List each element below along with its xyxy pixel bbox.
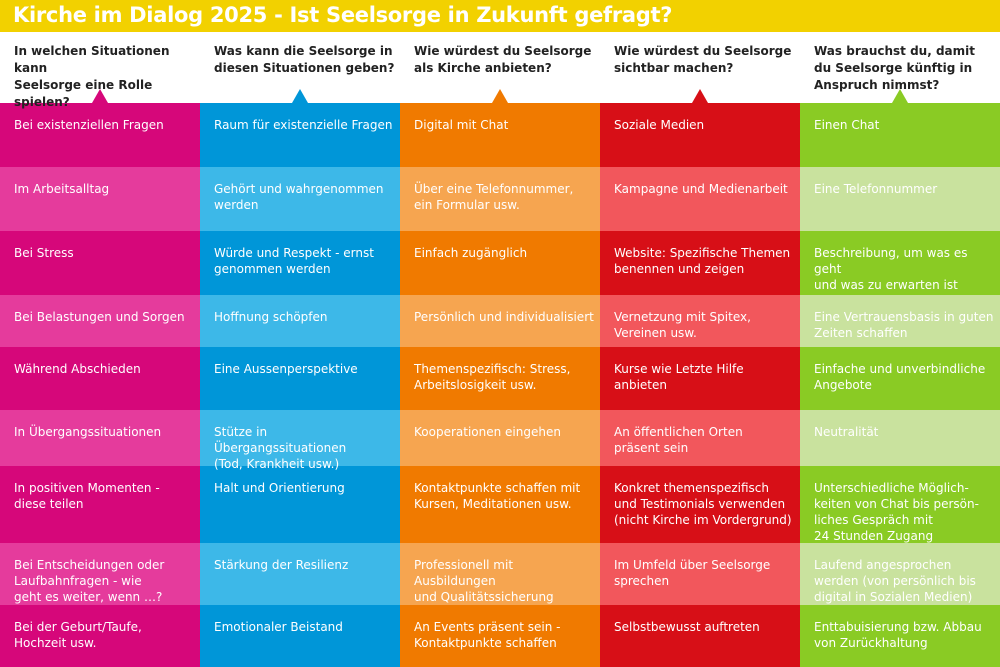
cell: Bei der Geburt/Taufe, Hochzeit usw. xyxy=(0,605,200,667)
cell: Eine Vertrauensbasis in guten Zeiten sch… xyxy=(800,295,1000,347)
column: Soziale Medien Kampagne und Medienarbeit W… xyxy=(600,103,800,667)
cell: Selbstbewusst auftreten xyxy=(600,605,800,667)
column: Bei existenziellen Fragen Im Arbeitsallta… xyxy=(0,103,200,667)
cell: Einen Chat xyxy=(800,103,1000,167)
cell: In Übergangssituationen xyxy=(0,410,200,466)
column-header: Was kann die Seelsorge in diesen Situati… xyxy=(200,32,400,103)
cell: Neutralität xyxy=(800,410,1000,466)
cell: Kampagne und Medienarbeit xyxy=(600,167,800,231)
cell: Halt und Orientierung xyxy=(200,466,400,543)
cell: Vernetzung mit Spitex, Vereinen usw. xyxy=(600,295,800,347)
column-header-text: Wie würdest du Seelsorge als Kirche anbi… xyxy=(414,44,592,75)
cell: Im Arbeitsalltag xyxy=(0,167,200,231)
pointer-triangle-icon xyxy=(292,89,308,103)
column-header-text: In welchen Situationen kann Seelsorge ei… xyxy=(14,44,170,109)
cell: Während Abschieden xyxy=(0,347,200,410)
cell: An öffentlichen Orten präsent sein xyxy=(600,410,800,466)
cell: In positiven Momenten - diese teilen xyxy=(0,466,200,543)
cell: Website: Spezifische Themen benennen und… xyxy=(600,231,800,295)
cell: Professionell mit Ausbildungen und Quali… xyxy=(400,543,600,605)
cell: Eine Aussenperspektive xyxy=(200,347,400,410)
cell: Unterschiedliche Möglich- keiten von Cha… xyxy=(800,466,1000,543)
column-header-text: Was kann die Seelsorge in diesen Situati… xyxy=(214,44,395,75)
pointer-triangle-icon xyxy=(92,89,108,103)
cell: Enttabuisierung bzw. Abbau von Zurückhal… xyxy=(800,605,1000,667)
cell: Hoffnung schöpfen xyxy=(200,295,400,347)
cell: Soziale Medien xyxy=(600,103,800,167)
cell: Persönlich und individualisiert xyxy=(400,295,600,347)
cell: Bei existenziellen Fragen xyxy=(0,103,200,167)
pointer-triangle-icon xyxy=(892,89,908,103)
cell: Laufend angesprochen werden (von persönl… xyxy=(800,543,1000,605)
cell: Einfach zugänglich xyxy=(400,231,600,295)
column: Digital mit Chat Über eine Telefonnummer,… xyxy=(400,103,600,667)
cell: Bei Stress xyxy=(0,231,200,295)
cell: Würde und Respekt - ernst genommen werde… xyxy=(200,231,400,295)
column-header: Wie würdest du Seelsorge als Kirche anbi… xyxy=(400,32,600,103)
cell: Gehört und wahrgenommen werden xyxy=(200,167,400,231)
column-header: Wie würdest du Seelsorge sichtbar machen… xyxy=(600,32,800,103)
cell: Emotionaler Beistand xyxy=(200,605,400,667)
pointer-triangle-icon xyxy=(492,89,508,103)
page-title: Kirche im Dialog 2025 - Ist Seelsorge in… xyxy=(0,0,1000,32)
pointer-triangle-icon xyxy=(692,89,708,103)
cell: Themenspezifisch: Stress, Arbeitslosigke… xyxy=(400,347,600,410)
cell: An Events präsent sein - Kontaktpunkte s… xyxy=(400,605,600,667)
cell: Kurse wie Letzte Hilfe anbieten xyxy=(600,347,800,410)
cell: Stütze in Übergangssituationen (Tod, Kra… xyxy=(200,410,400,471)
cell: Bei Belastungen und Sorgen xyxy=(0,295,200,347)
cell: Stärkung der Resilienz xyxy=(200,543,400,605)
column-header: Was brauchst du, damit du Seelsorge künf… xyxy=(800,32,1000,103)
cell: Eine Telefonnummer xyxy=(800,167,1000,231)
cell: Bei Entscheidungen oder Laufbahnfragen -… xyxy=(0,543,200,605)
cell: Über eine Telefonnummer, ein Formular us… xyxy=(400,167,600,231)
column-header-text: Was brauchst du, damit du Seelsorge künf… xyxy=(814,44,975,92)
header-row: In welchen Situationen kann Seelsorge ei… xyxy=(0,32,1000,109)
cell: Konkret themenspezifisch und Testimonial… xyxy=(600,466,800,543)
cell: Beschreibung, um was es geht und was zu … xyxy=(800,231,1000,295)
cell: Kooperationen eingehen xyxy=(400,410,600,466)
column: Einen Chat Eine Telefonnummer Beschreibung… xyxy=(800,103,1000,667)
content-grid: Bei existenziellen Fragen Im Arbeitsallta… xyxy=(0,103,1000,667)
column-header: In welchen Situationen kann Seelsorge ei… xyxy=(0,32,200,109)
cell: Kontaktpunkte schaffen mit Kursen, Medit… xyxy=(400,466,600,543)
cell: Digital mit Chat xyxy=(400,103,600,167)
cell: Einfache und unverbindliche Angebote xyxy=(800,347,1000,410)
column: Raum für existenzielle Fragen Gehört und … xyxy=(200,103,400,667)
cell: Im Umfeld über Seelsorge sprechen xyxy=(600,543,800,605)
column-header-text: Wie würdest du Seelsorge sichtbar machen… xyxy=(614,44,792,75)
cell: Raum für existenzielle Fragen xyxy=(200,103,400,167)
